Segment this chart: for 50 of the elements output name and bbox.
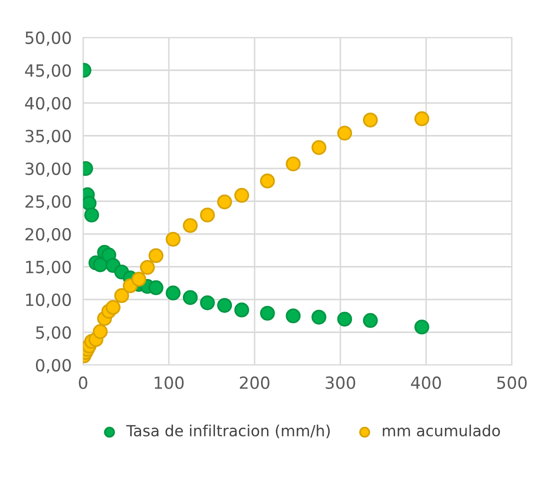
y-tick-label: 35,00 <box>26 130 71 144</box>
point <box>286 308 301 324</box>
y-tick-label: 30,00 <box>26 162 71 177</box>
point <box>166 286 181 300</box>
point <box>84 208 100 222</box>
point <box>260 306 275 321</box>
point <box>92 324 108 340</box>
y-tick-label: 50,00 <box>26 31 71 46</box>
y-tick-label: 10,00 <box>26 293 71 308</box>
point <box>148 248 164 264</box>
point <box>260 174 275 188</box>
point <box>311 140 326 155</box>
y-tick-label: 40,00 <box>25 96 71 112</box>
point <box>182 290 198 305</box>
x-tick-label: 200 <box>240 376 270 390</box>
y-tick-label: 0,00 <box>36 358 71 374</box>
point <box>106 300 121 315</box>
point <box>83 196 97 211</box>
point <box>182 218 198 233</box>
point <box>114 288 130 303</box>
x-tick-label: 300 <box>326 376 356 390</box>
legend-label: mm acumulado <box>382 424 500 436</box>
y-tick-label: 15,00 <box>26 260 71 276</box>
point <box>217 298 232 313</box>
point <box>414 320 430 334</box>
point <box>148 280 164 296</box>
point <box>414 111 430 126</box>
x-tick-label: 0 <box>78 376 88 390</box>
y-tick-label: 20,00 <box>25 228 71 242</box>
point <box>200 295 215 310</box>
point <box>311 310 326 325</box>
y-tick-label: 5,00 <box>36 326 71 341</box>
point <box>337 312 352 327</box>
y-tick-label: 45,00 <box>25 64 71 79</box>
x-tick-label: 400 <box>411 376 441 390</box>
point <box>234 188 250 203</box>
legend-label: Tasa de infiltracion (mm/h) <box>126 424 330 438</box>
point <box>200 208 215 222</box>
point <box>217 194 232 210</box>
point <box>362 112 378 128</box>
point <box>166 232 181 247</box>
point <box>131 272 146 287</box>
point <box>337 126 352 141</box>
point <box>140 260 155 275</box>
point <box>362 313 378 328</box>
y-tick-label: 25,00 <box>25 195 71 210</box>
x-tick-label: 100 <box>154 376 184 390</box>
point <box>286 156 301 172</box>
x-tick-label: 500 <box>497 376 527 390</box>
point <box>234 302 250 318</box>
